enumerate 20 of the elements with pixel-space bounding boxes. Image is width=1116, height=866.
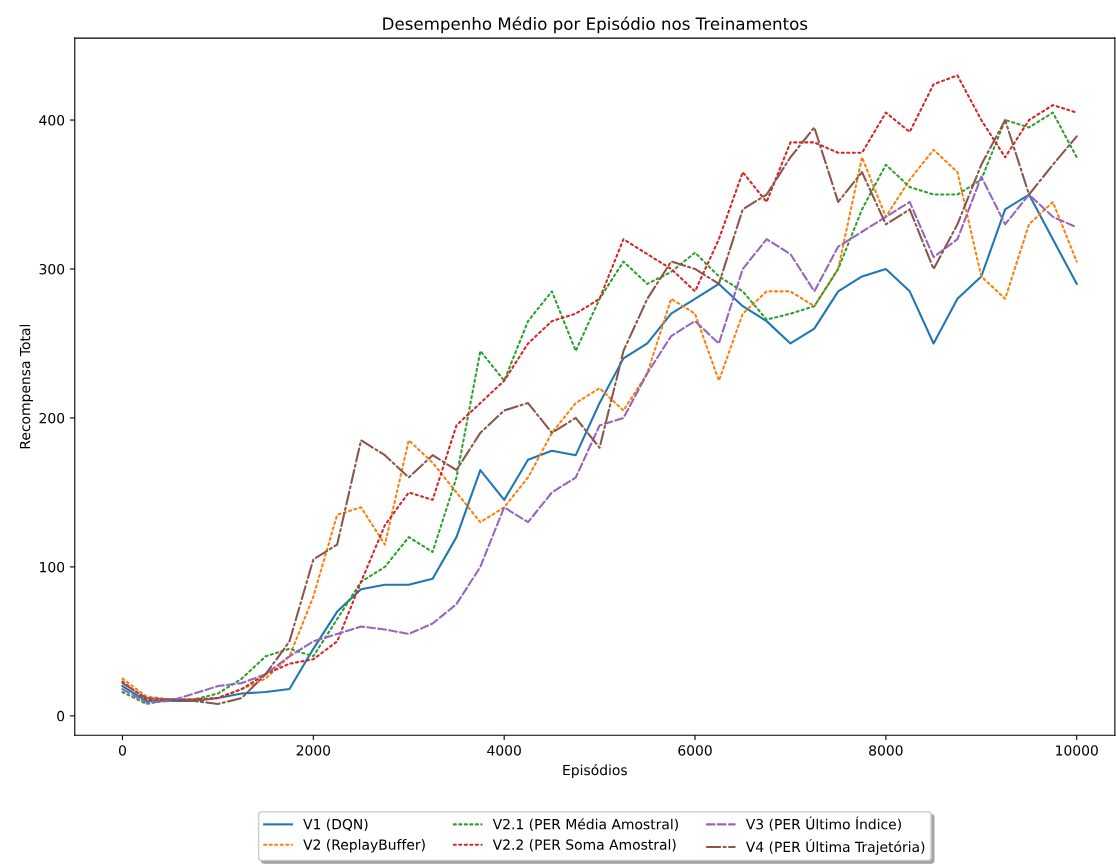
x-tick-label: 6000	[678, 745, 712, 756]
y-axis-title: Recompensa Total	[19, 324, 33, 449]
y-tick-label: 200	[39, 412, 65, 424]
y-tick-label: 100	[40, 561, 65, 573]
y-tick-label: 0	[57, 710, 65, 722]
x-tick-label: 8000	[869, 745, 903, 756]
x-tick-label: 10000	[1056, 745, 1098, 756]
legend-label: V3 (PER Último Índice)	[745, 816, 901, 832]
legend-label: V2.1 (PER Média Amostral)	[492, 818, 678, 832]
legend-label: V2.2 (PER Soma Amostral)	[492, 839, 676, 852]
x-tick-label: 2000	[296, 745, 331, 756]
legend-label: V4 (PER Última Trajetória)	[745, 839, 925, 855]
x-tick-label: 0	[118, 745, 126, 756]
y-tick-label: 300	[39, 263, 65, 275]
chart-title: Desempenho Médio por Episódio nos Treinamentos	[383, 16, 808, 34]
y-tick-label: 400	[39, 115, 65, 126]
x-tick-label: 4000	[487, 745, 521, 756]
legend-label: V2 (ReplayBuffer)	[303, 839, 425, 853]
x-axis-title: Episódios	[563, 763, 627, 778]
legend-label: V1 (DQN)	[303, 818, 368, 832]
